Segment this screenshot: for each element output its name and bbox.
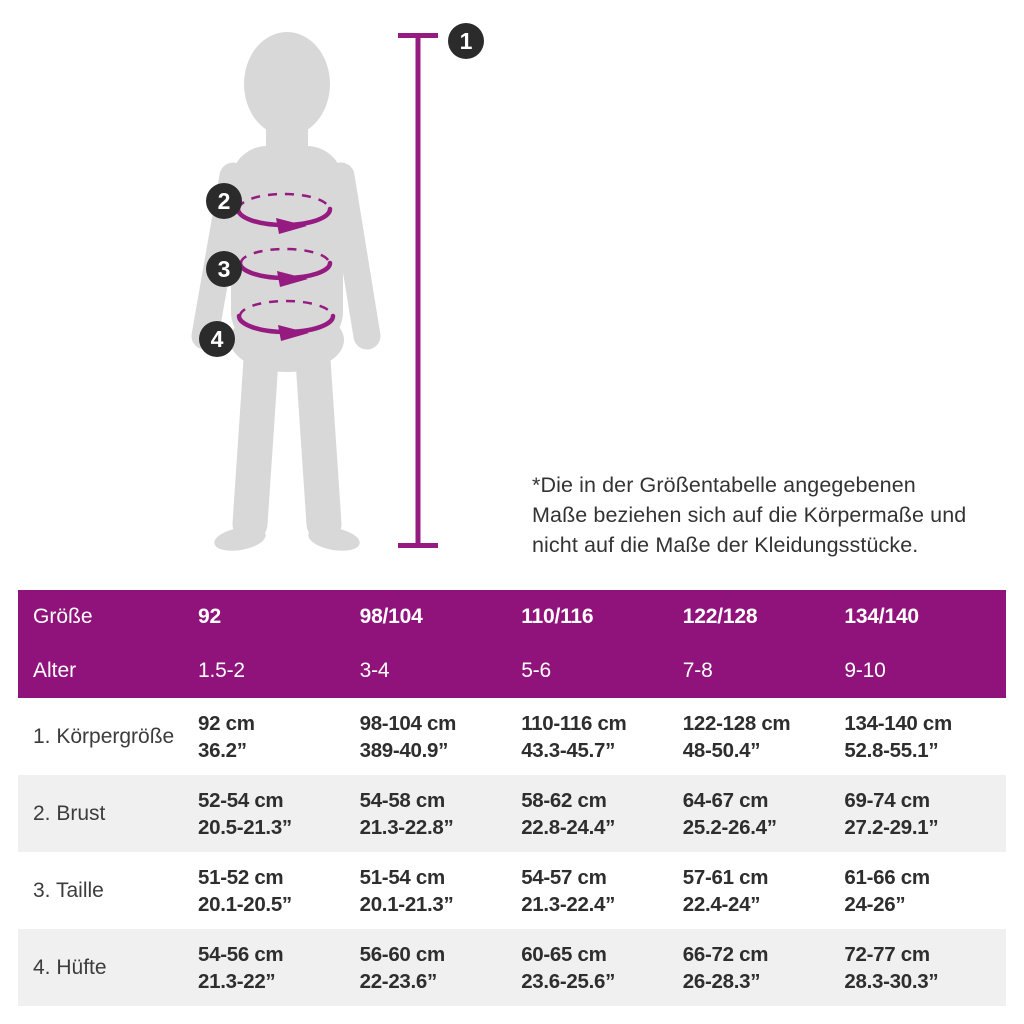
value-cell: 58-62 cm 22.8-24.4” — [521, 787, 683, 841]
inch-value: 26-28.3” — [682, 969, 761, 993]
inch-value: 21.3-22.8” — [359, 815, 454, 839]
size-col-4: 122/128 — [682, 605, 758, 628]
value-cell: 57-61 cm 22.4-24” — [683, 864, 845, 918]
inch-value: 20.5-21.3” — [198, 815, 292, 839]
size-col-1: 92 — [198, 605, 221, 628]
inch-value: 21.3-22.4” — [521, 892, 616, 916]
table-header: Größe 92 98/104 110/116 122/128 134/140 … — [18, 590, 1006, 698]
inch-value: 389-40.9” — [359, 738, 449, 762]
value-cell: 98-104 cm 389-40.9” — [360, 710, 522, 764]
age-header-row: Alter 1.5-2 3-4 5-6 7-8 9-10 — [18, 644, 1006, 698]
cm-value: 72-77 cm — [844, 942, 930, 966]
value-cell: 64-67 cm 25.2-26.4” — [683, 787, 845, 841]
age-row-label: Alter — [33, 659, 77, 682]
value-cell: 122-128 cm 48-50.4” — [683, 710, 845, 764]
value-cell: 51-52 cm 20.1-20.5” — [198, 864, 360, 918]
cm-value: 58-62 cm — [521, 788, 607, 812]
value-cell: 110-116 cm 43.3-45.7” — [521, 710, 683, 764]
table-row-taille: 3. Taille 51-52 cm 20.1-20.5” 51-54 cm 2… — [18, 852, 1006, 929]
inch-value: 36.2” — [198, 738, 247, 762]
badge-height: 1 — [448, 23, 484, 59]
inch-value: 48-50.4” — [682, 738, 761, 762]
row-label: 1. Körpergröße — [33, 724, 175, 748]
cm-value: 52-54 cm — [198, 788, 284, 812]
measurement-footnote: *Die in der Größentabelle angegebenen Ma… — [532, 470, 982, 560]
inch-value: 22-23.6” — [359, 969, 438, 993]
size-table: Größe 92 98/104 110/116 122/128 134/140 … — [18, 590, 1006, 1006]
cm-value: 56-60 cm — [359, 942, 446, 966]
age-col-4: 7-8 — [682, 659, 713, 682]
cm-value: 57-61 cm — [682, 865, 769, 889]
hip-girth-ellipse — [236, 299, 336, 341]
table-row-brust: 2. Brust 52-54 cm 20.5-21.3” 54-58 cm 21… — [18, 775, 1006, 852]
size-col-2: 98/104 — [359, 605, 423, 628]
row-label: 3. Taille — [33, 878, 104, 902]
age-col-2: 3-4 — [359, 659, 390, 682]
value-cell: 51-54 cm 20.1-21.3” — [360, 864, 522, 918]
value-cell: 134-140 cm 52.8-55.1” — [844, 710, 1006, 764]
value-cell: 92 cm 36.2” — [198, 710, 360, 764]
inch-value: 20.1-21.3” — [359, 892, 454, 916]
footnote-line-1: *Die in der Größentabelle angegebenen — [532, 473, 916, 497]
inch-value: 20.1-20.5” — [198, 892, 292, 916]
value-cell: 66-72 cm 26-28.3” — [683, 941, 845, 995]
size-col-5: 134/140 — [844, 605, 919, 628]
cm-value: 61-66 cm — [844, 865, 930, 889]
row-label: 4. Hüfte — [33, 955, 107, 979]
footnote-line-3: nicht auf die Maße der Kleidungsstücke. — [532, 533, 919, 557]
badge-chest: 2 — [206, 183, 242, 219]
size-row-label: Größe — [33, 605, 93, 628]
size-col-3: 110/116 — [521, 605, 594, 628]
cm-value: 54-58 cm — [359, 788, 446, 812]
badge-waist: 3 — [206, 251, 242, 287]
child-silhouette — [191, 32, 381, 551]
size-header-row: Größe 92 98/104 110/116 122/128 134/140 — [18, 590, 1006, 644]
table-row-huefte: 4. Hüfte 54-56 cm 21.3-22” 56-60 cm 22-2… — [18, 929, 1006, 1006]
inch-value: 52.8-55.1” — [844, 738, 939, 762]
cm-value: 54-57 cm — [521, 865, 607, 889]
cm-value: 98-104 cm — [359, 711, 457, 735]
cm-value: 66-72 cm — [682, 942, 769, 966]
inch-value: 21.3-22” — [198, 969, 276, 993]
value-cell: 54-58 cm 21.3-22.8” — [360, 787, 522, 841]
inch-value: 28.3-30.3” — [844, 969, 939, 993]
value-cell: 54-57 cm 21.3-22.4” — [521, 864, 683, 918]
cm-value: 134-140 cm — [844, 711, 952, 735]
inch-value: 23.6-25.6” — [521, 969, 616, 993]
cm-value: 122-128 cm — [682, 711, 791, 735]
value-cell: 72-77 cm 28.3-30.3” — [844, 941, 1006, 995]
badge-hip: 4 — [199, 321, 235, 357]
cm-value: 110-116 cm — [521, 711, 627, 735]
age-col-3: 5-6 — [521, 659, 551, 682]
measurement-diagram — [191, 32, 438, 551]
table-row-koerpergroesse: 1. Körpergröße 92 cm 36.2” 98-104 cm 389… — [18, 698, 1006, 775]
inch-value: 25.2-26.4” — [682, 815, 777, 839]
value-cell: 60-65 cm 23.6-25.6” — [521, 941, 683, 995]
value-cell: 52-54 cm 20.5-21.3” — [198, 787, 360, 841]
footnote-line-2: Maße beziehen sich auf die Körpermaße un… — [532, 503, 967, 527]
inch-value: 43.3-45.7” — [521, 738, 616, 762]
inch-value: 22.4-24” — [682, 892, 761, 916]
waist-girth-ellipse — [237, 247, 333, 287]
cm-value: 51-54 cm — [359, 865, 446, 889]
age-col-5: 9-10 — [844, 659, 886, 682]
value-cell: 54-56 cm 21.3-22” — [198, 941, 360, 995]
age-col-1: 1.5-2 — [198, 659, 245, 682]
cm-value: 92 cm — [198, 711, 255, 735]
cm-value: 54-56 cm — [198, 942, 284, 966]
inch-value: 27.2-29.1” — [844, 815, 939, 839]
value-cell: 61-66 cm 24-26” — [844, 864, 1006, 918]
inch-value: 22.8-24.4” — [521, 815, 616, 839]
row-label: 2. Brust — [33, 801, 106, 825]
value-cell: 56-60 cm 22-23.6” — [360, 941, 522, 995]
cm-value: 69-74 cm — [844, 788, 930, 812]
inch-value: 24-26” — [844, 892, 906, 916]
cm-value: 60-65 cm — [521, 942, 607, 966]
cm-value: 64-67 cm — [682, 788, 769, 812]
value-cell: 69-74 cm 27.2-29.1” — [844, 787, 1006, 841]
chest-girth-ellipse — [235, 192, 333, 234]
height-measure-line — [398, 33, 438, 548]
cm-value: 51-52 cm — [198, 865, 284, 889]
